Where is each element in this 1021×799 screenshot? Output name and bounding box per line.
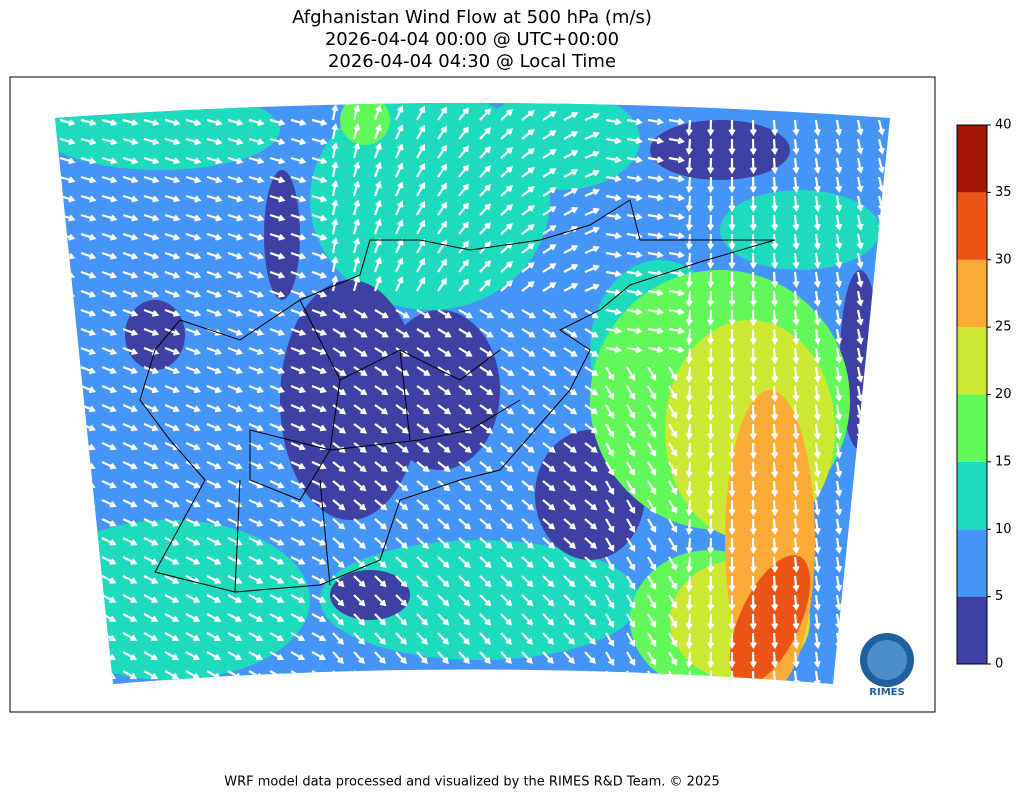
colorbar-bin (957, 259, 987, 328)
title-line: Afghanistan Wind Flow at 500 hPa (m/s) (292, 7, 652, 28)
field-red (729, 555, 811, 684)
colorbar-bin (957, 461, 987, 530)
colorbar-bin (957, 596, 987, 664)
footer: WRF model data processed and visualized … (224, 775, 720, 790)
colorbar-bin (957, 125, 987, 193)
logo-text: RIMES (869, 687, 904, 698)
colorbar-tick-label: 25 (995, 320, 1012, 335)
wind-field (55, 103, 890, 684)
colorbar-tick-label: 20 (995, 387, 1012, 402)
field-dark (125, 120, 880, 620)
title-line: 2026-04-04 00:00 @ UTC+00:00 (325, 29, 619, 50)
logo-inner (867, 640, 907, 680)
colorbar-bin (957, 327, 987, 395)
colorbar-bin (957, 394, 987, 462)
colorbar-tick-label: 35 (995, 185, 1012, 200)
colorbar-tick-label: 30 (995, 252, 1012, 267)
map-frame (9, 76, 936, 713)
title-line: 2026-04-04 04:30 @ Local Time (328, 51, 616, 72)
colorbar-bin (957, 529, 987, 597)
colorbar-tick-label: 5 (995, 589, 1003, 604)
logo: RIMES (860, 633, 914, 698)
colorbar-tick-label: 40 (995, 118, 1012, 133)
colorbar-bin (957, 192, 987, 260)
colorbar-tick-label: 0 (995, 657, 1003, 672)
colorbar: 0 5 10 15 20 25 30 35 40 (956, 118, 1012, 672)
colorbar-tick-label: 15 (995, 454, 1012, 469)
borders (139, 199, 776, 593)
colorbar-tick-label: 10 (995, 522, 1012, 537)
